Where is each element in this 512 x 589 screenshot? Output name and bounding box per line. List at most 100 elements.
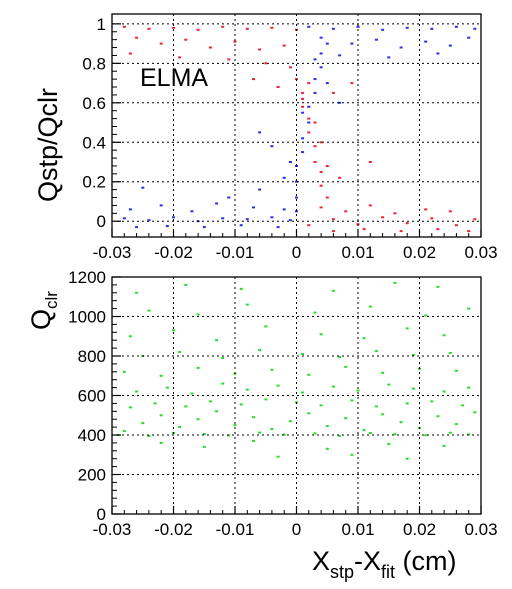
top-point-s0-47 [454, 224, 458, 227]
bot-point-s0-8 [270, 428, 274, 431]
top-point-s1-8 [135, 226, 139, 229]
x-axis-label: Xstp-Xfit (cm) [312, 546, 457, 582]
top-point-s0-29 [325, 196, 329, 199]
bot-point-s0-71 [178, 351, 182, 353]
x-axis-label-sub1: stp [330, 562, 354, 582]
bottom-y-axis-label: Qclr [26, 291, 61, 330]
top-point-s0-12 [233, 40, 237, 43]
top-point-s1-37 [301, 111, 305, 114]
bottom-grid [112, 277, 481, 514]
bot-point-s0-48 [165, 386, 169, 389]
top-point-s0-40 [368, 161, 372, 163]
bot-point-s0-53 [301, 391, 305, 394]
bot-point-s0-66 [344, 365, 348, 368]
top-point-s1-53 [374, 38, 378, 41]
top-point-s0-19 [288, 66, 292, 69]
bot-point-s0-103 [325, 447, 329, 450]
bot-point-s0-2 [159, 414, 163, 417]
bot-y-tick-label-6: 1200 [68, 268, 106, 287]
top-point-s0-2 [172, 26, 175, 29]
x-axis-label-mid: -X [354, 546, 381, 576]
bot-point-s0-17 [436, 415, 440, 418]
bot-point-s0-65 [307, 373, 311, 376]
bot-point-s0-88 [196, 313, 200, 316]
bot-point-s0-36 [202, 433, 206, 435]
bot-x-tick-label-0: -0.03 [93, 520, 132, 539]
top-point-s1-44 [331, 27, 335, 30]
top-point-s1-5 [245, 218, 249, 221]
bot-point-s0-7 [252, 416, 255, 419]
bot-point-s0-79 [128, 335, 132, 338]
bot-point-s0-82 [264, 325, 268, 328]
top-point-s0-31 [301, 97, 305, 100]
bot-point-s0-45 [448, 431, 452, 434]
top-point-s0-30 [307, 82, 311, 85]
top-x-tick-label-1: -0.02 [154, 243, 193, 262]
bot-point-s0-25 [264, 398, 268, 401]
top-point-s1-14 [159, 204, 163, 207]
bot-point-s0-96 [239, 287, 243, 290]
bot-point-s0-43 [393, 433, 397, 436]
top-point-s1-15 [190, 210, 194, 213]
bot-point-s0-98 [393, 281, 397, 284]
top-point-s1-33 [319, 52, 323, 55]
bot-x-tick-label-1: -0.02 [154, 520, 193, 539]
top-point-s0-22 [301, 105, 305, 108]
top-point-s0-51 [368, 204, 372, 207]
top-point-s0-9 [159, 42, 163, 45]
bot-point-s0-23 [208, 400, 212, 403]
top-point-s1-11 [239, 224, 243, 227]
top-point-s1-48 [430, 27, 434, 30]
bot-point-s0-91 [368, 305, 372, 308]
bot-point-s0-80 [172, 329, 175, 332]
top-point-s0-15 [128, 52, 132, 55]
bot-point-s0-77 [411, 354, 415, 356]
top-point-s0-38 [350, 82, 354, 85]
bottom-panel: -0.03 -0.02 -0.01 0 0.01 0.02 0.03 0 200 400 600 8… [26, 268, 498, 582]
bot-point-s0-24 [239, 403, 243, 406]
x-axis-label-tail: (cm) [395, 546, 456, 576]
bot-point-s0-100 [159, 441, 163, 444]
top-point-s0-27 [319, 170, 323, 173]
top-y-tick-label-2: 0.4 [82, 133, 106, 152]
top-point-s1-4 [221, 217, 225, 220]
top-point-s1-35 [288, 161, 292, 163]
top-point-s1-7 [288, 219, 292, 222]
top-point-s0-49 [319, 206, 323, 209]
bot-point-s0-1 [141, 422, 145, 425]
bot-point-s0-89 [245, 303, 249, 306]
bot-point-s0-72 [221, 357, 225, 359]
top-y-axis-label: Qstp/Qclr [33, 88, 63, 202]
top-point-s0-24 [307, 131, 311, 134]
top-point-s1-39 [270, 145, 274, 148]
top-point-s1-2 [172, 216, 175, 219]
bot-point-s0-32 [461, 404, 465, 407]
bot-point-s0-81 [215, 339, 219, 342]
bottom-x-tick-labels: -0.03 -0.02 -0.01 0 0.01 0.02 0.03 [93, 520, 498, 539]
bot-point-s0-87 [147, 309, 151, 312]
top-tick-marks [111, 23, 482, 237]
top-point-s1-28 [307, 121, 311, 124]
bot-point-s0-9 [288, 420, 292, 423]
top-point-s1-1 [147, 219, 151, 222]
top-point-s1-49 [454, 25, 458, 28]
top-point-s1-47 [405, 26, 409, 29]
top-point-s0-23 [307, 117, 311, 120]
top-point-s0-42 [331, 218, 335, 221]
top-point-s0-36 [252, 78, 255, 81]
top-point-s1-60 [436, 52, 440, 55]
x-axis-label-main: X [312, 546, 330, 576]
bot-point-s0-50 [221, 382, 225, 385]
top-y-tick-label-4: 0.8 [82, 54, 106, 73]
top-point-s1-54 [399, 46, 403, 49]
top-y-tick-labels: 0 0.2 0.4 0.6 0.8 1 [82, 15, 106, 231]
top-point-s0-58 [436, 228, 440, 231]
bot-y-tick-label-2: 400 [78, 426, 106, 445]
top-point-s0-21 [301, 91, 305, 94]
top-point-s1-19 [141, 186, 145, 189]
top-point-s0-59 [467, 230, 471, 233]
bot-point-s0-21 [153, 402, 157, 405]
top-x-tick-label-5: 0.02 [403, 243, 436, 262]
top-point-s0-3 [196, 28, 200, 31]
top-point-s1-45 [356, 25, 360, 28]
